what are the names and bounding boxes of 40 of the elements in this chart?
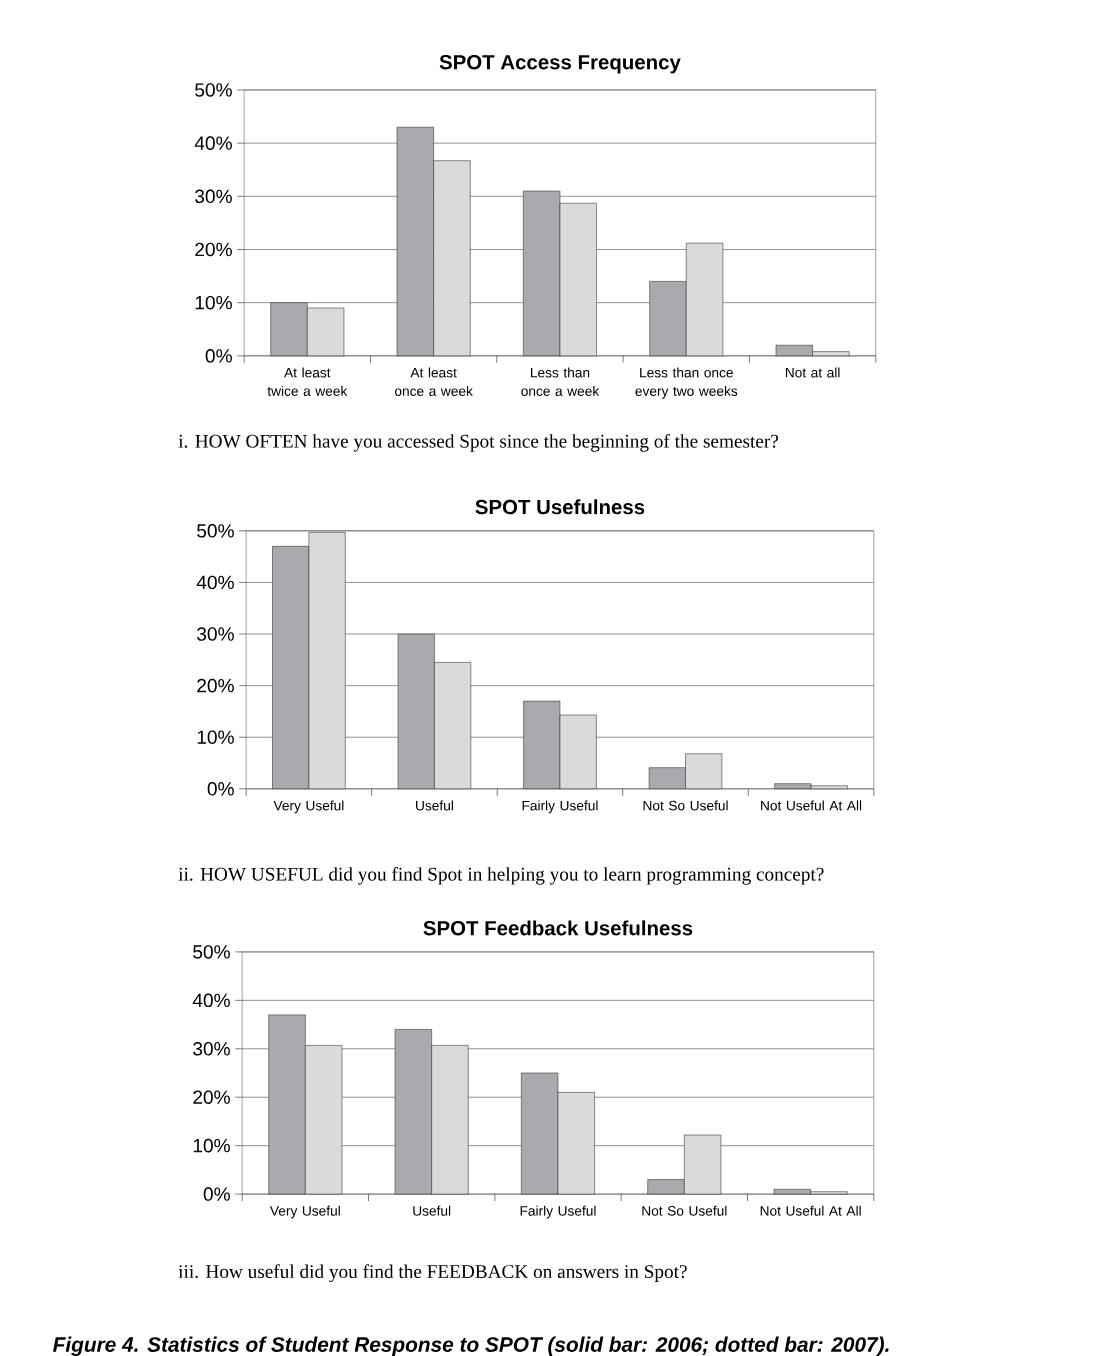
x-tick-label: At least once a week xyxy=(394,367,473,396)
x-tick-label: Not So Useful xyxy=(642,1205,727,1216)
x-tick-label: Very Useful xyxy=(273,800,344,814)
y-tick-label: 20% xyxy=(197,678,234,693)
x-tick-label: Fairly Useful xyxy=(522,800,598,814)
y-tick-label: 40% xyxy=(194,136,232,150)
x-tick-label: Useful xyxy=(416,800,453,811)
text: iii. How useful did you find the FEEDBACK on answers in Spot? xyxy=(178,1264,687,1283)
chart-title: SPOT Access Frequency xyxy=(439,54,681,74)
x-tick-label: At least twice a week xyxy=(267,367,348,396)
y-tick-label: 10% xyxy=(193,1138,230,1153)
text: i. HOW OFTEN have you accessed Spot since the beginning of the semester? xyxy=(178,433,779,452)
y-tick-label: 10% xyxy=(197,730,234,744)
y-tick-label: 50% xyxy=(193,945,230,959)
y-tick-label: 0% xyxy=(207,782,234,796)
x-tick-label: Not Useful At All xyxy=(760,1205,861,1216)
y-tick-label: 50% xyxy=(195,83,232,97)
y-tick-label: 20% xyxy=(193,1090,230,1104)
y-tick-label: 0% xyxy=(205,349,232,363)
y-tick-label: 30% xyxy=(193,1042,230,1056)
x-tick-label: Less than once a week xyxy=(521,367,600,396)
x-tick-label: Not at all xyxy=(785,367,840,378)
caption: Figure 4. Statistics of Student Response to SPOT (solid bar: 2006; dotted bar: 2007). xyxy=(52,1336,889,1356)
chart-title: SPOT Usefulness xyxy=(475,499,645,515)
y-tick-label: 20% xyxy=(195,242,232,257)
text: ii. HOW USEFUL did you find Spot in helping you to learn programming concept? xyxy=(178,866,824,885)
y-tick-label: 50% xyxy=(197,524,234,538)
y-tick-label: 0% xyxy=(203,1187,230,1201)
y-tick-label: 30% xyxy=(196,627,234,641)
y-tick-label: 30% xyxy=(195,189,232,204)
x-tick-label: Not Useful At All xyxy=(761,800,862,811)
y-tick-label: 40% xyxy=(192,993,230,1008)
y-tick-label: 40% xyxy=(196,575,234,590)
x-tick-label: Useful xyxy=(413,1205,451,1216)
x-tick-label: Not So Useful xyxy=(643,800,728,811)
x-tick-label: Less than once every two weeks xyxy=(635,367,738,399)
x-tick-label: Fairly Useful xyxy=(520,1205,596,1219)
chart-title: SPOT Feedback Usefulness xyxy=(423,920,693,936)
y-tick-label: 10% xyxy=(195,295,232,310)
x-tick-label: Very Useful xyxy=(269,1205,340,1219)
